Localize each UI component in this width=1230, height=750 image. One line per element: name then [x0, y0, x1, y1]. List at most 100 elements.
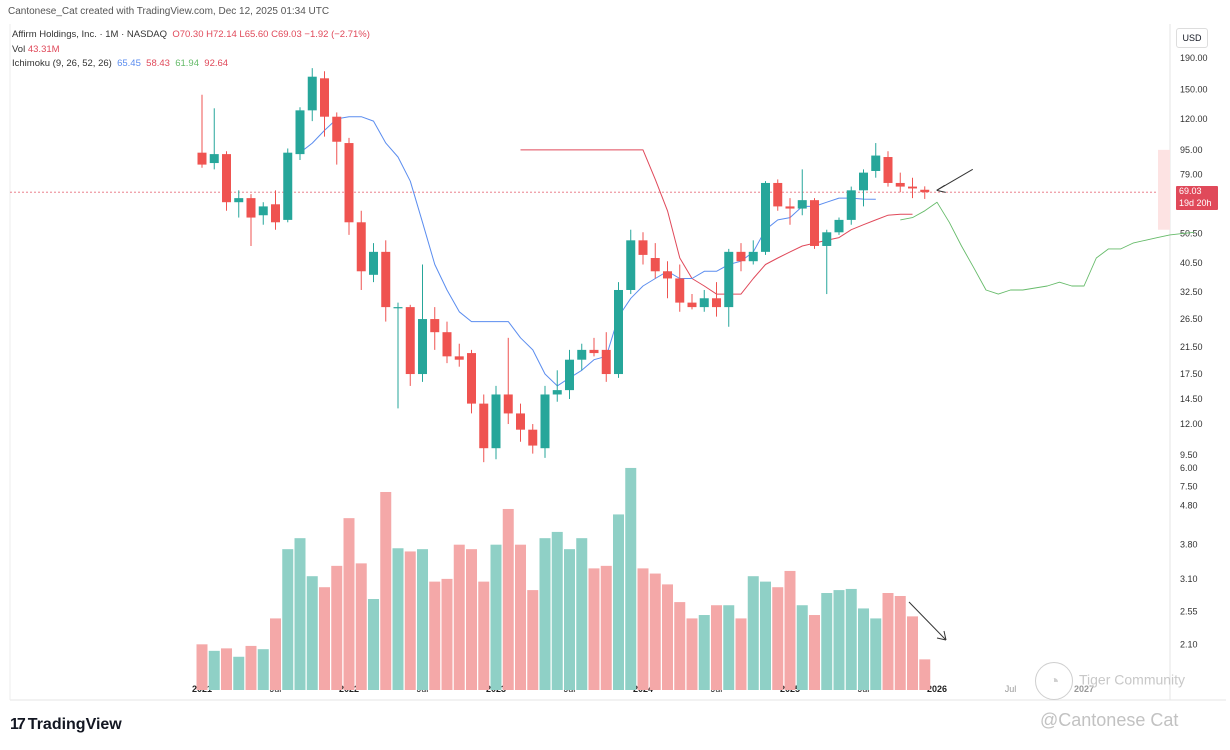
ichimoku-base-value: 58.43 — [146, 58, 170, 69]
volume-tick-label: 4.80 — [1180, 500, 1198, 510]
volume-bar — [760, 581, 771, 690]
tradingview-logo-icon: 17 — [10, 716, 26, 733]
volume-bar — [306, 576, 318, 690]
volume-bar — [735, 618, 747, 690]
price-range-bar — [1158, 149, 1170, 230]
volume-bar — [270, 618, 281, 690]
volume-bar — [711, 605, 722, 690]
candle-body — [271, 204, 280, 223]
volume-bar — [221, 648, 232, 690]
candle-body — [736, 251, 746, 262]
candle-body — [797, 200, 807, 209]
price-tick-label: 9.50 — [1180, 450, 1198, 460]
price-tick-label: 50.50 — [1180, 229, 1203, 239]
price-tick-label: 79.00 — [1180, 169, 1203, 179]
volume-bar — [453, 544, 465, 690]
volume-bar — [870, 618, 882, 690]
volume-tick-label: 3.80 — [1180, 540, 1198, 550]
candle-body — [908, 186, 917, 189]
volume-bar — [821, 593, 833, 690]
volume-bar — [441, 578, 453, 690]
candle-body — [675, 278, 685, 303]
candle-body — [724, 251, 734, 308]
volume-tick-label: 2.10 — [1180, 639, 1198, 649]
bar-countdown: 19d 20h — [1179, 197, 1212, 208]
price-tick-label: 14.50 — [1180, 394, 1203, 404]
candle-body — [920, 189, 930, 193]
volume-bar — [233, 656, 245, 690]
volume-bar — [355, 563, 367, 690]
top-caption: Cantonese_Cat created with TradingView.c… — [8, 6, 330, 17]
legend-ichimoku-row: Ichimoku (9, 26, 52, 26) 65.45 58.43 61.… — [12, 57, 370, 72]
ichimoku-conversion-value: 65.45 — [117, 58, 141, 69]
volume-bar — [380, 491, 392, 690]
candle-body — [785, 206, 795, 209]
ichimoku-spanA-value: 61.94 — [175, 58, 199, 69]
candle-body — [552, 390, 562, 395]
volume-bar — [907, 616, 918, 690]
volume-bar — [796, 605, 808, 690]
candle-body — [650, 258, 660, 272]
tradingview-brand-text: TradingView — [27, 716, 122, 733]
price-tick-label: 21.50 — [1180, 342, 1203, 352]
volume-bar — [208, 650, 220, 690]
volume-bar — [343, 518, 355, 690]
volume-bar — [466, 549, 477, 690]
volume-tick-label: 3.10 — [1180, 574, 1198, 584]
candle-body — [883, 157, 893, 183]
candle-body — [528, 429, 538, 446]
currency-button[interactable]: USD — [1176, 28, 1208, 48]
volume-bar — [649, 573, 661, 690]
volume-bar — [392, 548, 404, 690]
candle-body — [565, 359, 574, 391]
volume-bar — [502, 508, 514, 690]
volume-bar — [613, 514, 624, 690]
volume-arrow-head — [936, 630, 947, 641]
candle-body — [699, 298, 709, 308]
volume-bar — [404, 551, 416, 690]
ichimoku-label[interactable]: Ichimoku (9, 26, 52, 26) — [12, 58, 112, 69]
volume-label[interactable]: Vol — [12, 43, 26, 55]
volume-bar — [723, 605, 735, 690]
volume-bar — [919, 659, 931, 690]
volume-bar — [429, 581, 441, 690]
volume-bar — [833, 590, 845, 690]
candle-body — [320, 78, 329, 117]
price-tick-label: 26.50 — [1180, 314, 1203, 324]
candle-body — [859, 172, 868, 191]
ichimoku-conversion-line — [299, 116, 876, 387]
tradingview-logo[interactable]: 17 TradingView — [10, 716, 122, 734]
candle-body — [356, 222, 366, 272]
candle-body — [761, 182, 770, 252]
candle-body — [344, 143, 354, 223]
candle-body — [638, 240, 648, 255]
candle-body — [601, 349, 611, 375]
candle-body — [822, 232, 832, 246]
price-arrow-head — [936, 184, 946, 193]
volume-bar — [662, 584, 673, 690]
candle-body — [895, 182, 905, 187]
tiger-logo-icon: ◔ — [1035, 662, 1073, 700]
volume-bar — [882, 593, 894, 690]
volume-bar — [747, 576, 759, 690]
symbol-name[interactable]: Affirm Holdings, Inc. · 1M · NASDAQ — [12, 29, 168, 40]
volume-bar — [576, 538, 588, 690]
volume-tick-label: 6.00 — [1180, 463, 1198, 473]
legend-volume-row: Vol 43.31M — [12, 43, 370, 58]
candle-body — [577, 349, 587, 360]
ohlc-high: H72.14 — [206, 29, 237, 40]
candle-body — [834, 219, 844, 233]
candle-body — [332, 116, 342, 142]
volume-bar — [625, 467, 637, 690]
candle-body — [209, 154, 219, 164]
volume-bar — [674, 602, 686, 690]
candle-body — [393, 307, 403, 309]
candle-body — [589, 349, 599, 354]
legend-symbol-row: Affirm Holdings, Inc. · 1M · NASDAQ O70.… — [12, 28, 370, 43]
candle-body — [871, 155, 881, 171]
candle-body — [479, 403, 489, 449]
volume-bar — [551, 531, 563, 690]
ichimoku-base-line — [520, 149, 913, 295]
candle-body — [246, 198, 256, 218]
